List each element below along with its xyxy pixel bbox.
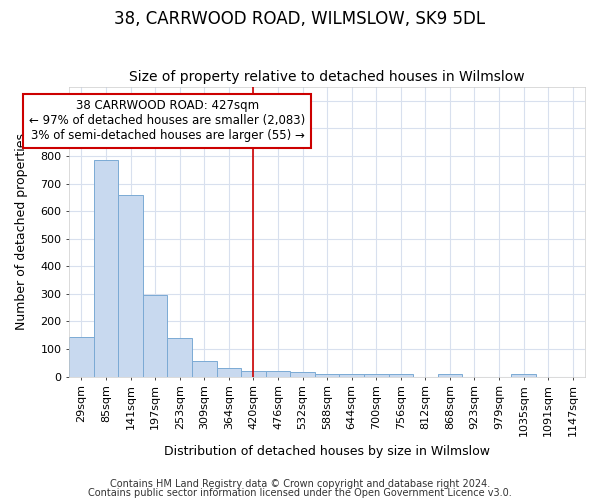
Bar — [143, 295, 167, 376]
Bar — [241, 371, 266, 376]
Bar — [315, 374, 340, 376]
Bar — [389, 374, 413, 376]
Bar — [118, 194, 143, 376]
Text: 38 CARRWOOD ROAD: 427sqm
← 97% of detached houses are smaller (2,083)
3% of semi: 38 CARRWOOD ROAD: 427sqm ← 97% of detach… — [29, 100, 305, 142]
Bar — [94, 160, 118, 376]
Y-axis label: Number of detached properties: Number of detached properties — [15, 134, 28, 330]
Text: Contains HM Land Registry data © Crown copyright and database right 2024.: Contains HM Land Registry data © Crown c… — [110, 479, 490, 489]
Title: Size of property relative to detached houses in Wilmslow: Size of property relative to detached ho… — [129, 70, 525, 85]
Bar — [364, 374, 389, 376]
X-axis label: Distribution of detached houses by size in Wilmslow: Distribution of detached houses by size … — [164, 444, 490, 458]
Bar — [437, 374, 462, 376]
Bar — [167, 338, 192, 376]
Bar — [290, 372, 315, 376]
Bar — [217, 368, 241, 376]
Bar — [69, 336, 94, 376]
Bar — [340, 374, 364, 376]
Text: Contains public sector information licensed under the Open Government Licence v3: Contains public sector information licen… — [88, 488, 512, 498]
Bar — [511, 374, 536, 376]
Bar — [192, 362, 217, 376]
Bar — [266, 371, 290, 376]
Text: 38, CARRWOOD ROAD, WILMSLOW, SK9 5DL: 38, CARRWOOD ROAD, WILMSLOW, SK9 5DL — [115, 10, 485, 28]
